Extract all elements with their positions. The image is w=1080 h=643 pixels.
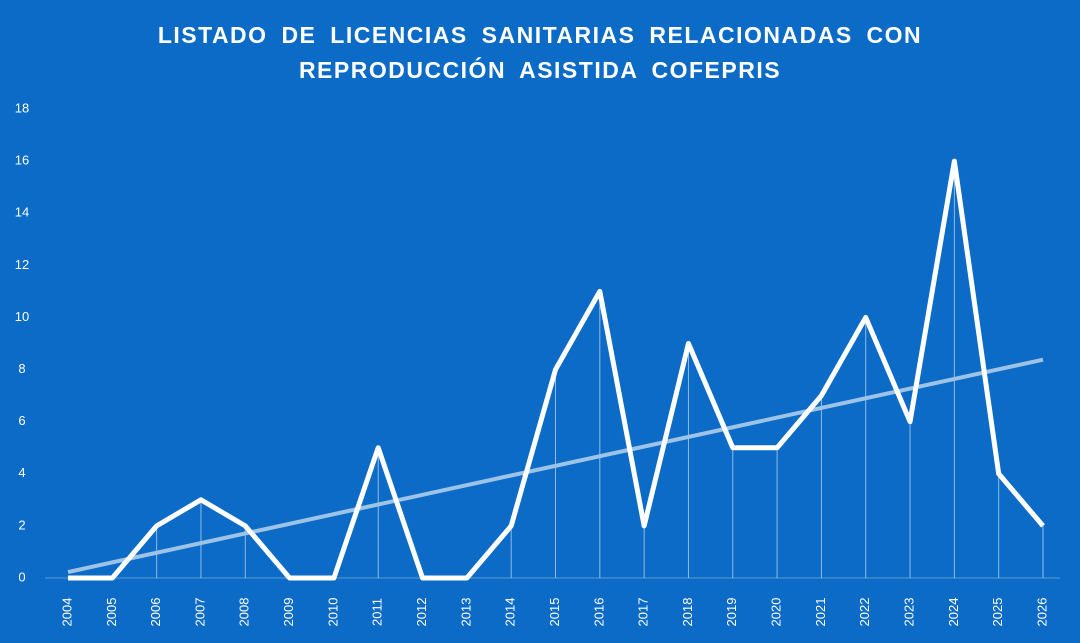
x-tick-label: 2014 [503, 598, 518, 627]
y-tick-label: 0 [18, 569, 25, 584]
chart-title: LISTADO DE LICENCIAS SANITARIAS RELACION… [157, 22, 923, 83]
y-tick-label: 14 [15, 205, 29, 220]
x-tick-label: 2018 [680, 598, 695, 627]
x-tick-label: 2010 [325, 598, 340, 627]
x-tick-label: 2026 [1034, 598, 1049, 627]
x-tick-label: 2005 [104, 598, 119, 627]
x-tick-label: 2015 [547, 598, 562, 627]
x-tick-label: 2016 [591, 598, 606, 627]
y-tick-label: 8 [18, 361, 25, 376]
x-tick-label: 2025 [990, 598, 1005, 627]
y-tick-label: 2 [18, 517, 25, 532]
y-tick-label: 10 [15, 309, 29, 324]
y-tick-label: 6 [18, 413, 25, 428]
y-tick-label: 4 [18, 465, 25, 480]
x-tick-label: 2009 [281, 598, 296, 627]
x-tick-label: 2022 [857, 598, 872, 627]
x-tick-label: 2020 [769, 598, 784, 627]
y-tick-label: 12 [15, 257, 29, 272]
x-tick-label: 2007 [192, 598, 207, 627]
x-tick-label: 2011 [370, 598, 385, 626]
y-tick-label: 18 [15, 100, 29, 115]
trendline [67, 357, 1044, 575]
x-tick-label: 2021 [813, 598, 828, 627]
x-tick-label: 2013 [458, 598, 473, 627]
x-tick-label: 2012 [414, 598, 429, 627]
x-tick-label: 2024 [946, 598, 961, 627]
x-tick-label: 2004 [59, 598, 74, 627]
x-tick-label: 2006 [148, 598, 163, 627]
x-tick-label: 2023 [901, 598, 916, 627]
x-tick-label: 2017 [636, 598, 651, 627]
data-line [68, 158, 1045, 581]
x-tick-label: 2008 [237, 598, 252, 627]
y-tick-label: 16 [15, 153, 29, 168]
x-tick-label: 2019 [724, 598, 739, 627]
